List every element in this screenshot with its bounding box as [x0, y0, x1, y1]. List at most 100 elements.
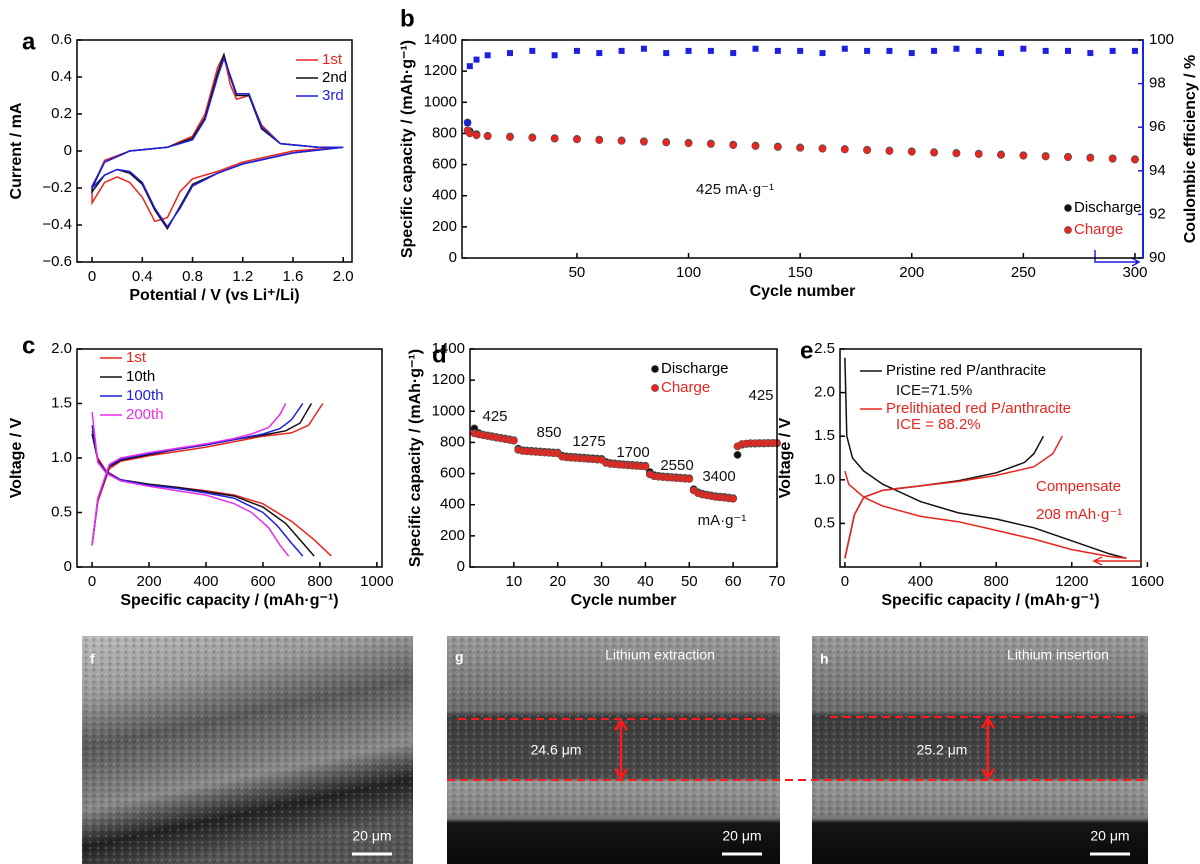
x-tick-label: 400 [908, 573, 933, 590]
x-tick-label: 70 [769, 573, 786, 590]
data-point [617, 137, 626, 145]
annotation: mA·g⁻¹ [698, 512, 747, 529]
y-tick-label: 1.5 [814, 427, 835, 444]
y-tick-label: 200 [432, 218, 457, 235]
panel-label: a [22, 28, 36, 55]
x-tick-label: 1000 [360, 573, 393, 590]
x-tick-label: 100 [676, 264, 701, 281]
legend-label: 2nd [322, 69, 347, 86]
y-tick-label: 1.0 [814, 471, 835, 488]
legend-label: Prelithiated red P/anthracite [886, 400, 1071, 417]
data-point [465, 129, 474, 138]
data-point [931, 47, 938, 54]
legend-label: Pristine red P/anthracite [886, 362, 1046, 379]
y-tick-label: 1400 [424, 31, 457, 48]
y-tick-label: 400 [440, 496, 465, 513]
x-tick-label: 20 [549, 573, 566, 590]
data-line [844, 435, 1127, 560]
annotation: 425 [482, 408, 507, 425]
x-tick-label: 800 [307, 573, 332, 590]
plot-frame [76, 39, 353, 263]
data-point [864, 47, 871, 54]
legend-label: Discharge [1074, 199, 1142, 216]
data-point [797, 47, 804, 54]
panel-label: d [432, 341, 447, 368]
y-tick-label: 0 [64, 142, 72, 159]
data-point [685, 47, 692, 54]
scale-bar-label: 20 μm [722, 828, 761, 844]
x-tick-label: 50 [569, 264, 586, 281]
data-point [730, 50, 737, 57]
y2-tick-label: 96 [1149, 118, 1166, 135]
data-line [91, 52, 344, 223]
data-point [529, 47, 536, 54]
x-tick-label: 200 [899, 264, 924, 281]
data-line [91, 56, 344, 229]
data-point [707, 47, 714, 54]
data-point [930, 148, 938, 157]
data-line [91, 403, 290, 557]
data-point [1108, 154, 1117, 163]
data-point [641, 462, 650, 471]
thickness-label: 24.6 μm [531, 742, 582, 758]
axis-arrow [1094, 250, 1141, 267]
data-point [1109, 47, 1116, 54]
data-point [1131, 155, 1139, 164]
data-point [774, 47, 781, 54]
annotation: 3400 [702, 468, 735, 485]
y-tick-label: 0.2 [51, 105, 72, 122]
data-point [1019, 151, 1028, 160]
legend-label: 100th [126, 387, 164, 404]
sem-texture [447, 636, 780, 816]
x-tick-label: 200 [137, 573, 162, 590]
compensate-arrow [1092, 556, 1140, 566]
y-tick-label: 400 [432, 187, 457, 204]
y2-tick-label: 98 [1149, 75, 1166, 92]
data-point [685, 475, 694, 483]
scale-bar-label: 20 μm [352, 828, 391, 844]
data-point [483, 132, 492, 141]
data-point [863, 146, 872, 155]
x-tick-label: 0 [88, 268, 96, 285]
x-axis-label: Specific capacity / (mAh·g⁻¹) [120, 592, 338, 609]
data-line [91, 403, 304, 557]
plot-frame [839, 348, 1142, 568]
annotation: 208 mAh·g⁻¹ [1036, 506, 1122, 523]
x-axis-label: Cycle number [750, 283, 856, 300]
data-point [998, 50, 1005, 57]
y-tick-label: 0 [64, 558, 72, 575]
y-axis-label: Specific capacity / (mAh·g⁻¹) [399, 40, 416, 258]
legend-label: Charge [1074, 221, 1123, 238]
y-tick-label: 1200 [432, 371, 465, 388]
data-point [1064, 153, 1072, 162]
panel-label: g [455, 649, 464, 665]
data-point [819, 50, 826, 57]
data-point [953, 45, 960, 52]
annotation: 850 [536, 424, 561, 441]
panel-label: h [820, 651, 829, 667]
panel-label: b [400, 5, 415, 32]
x-tick-label: 0 [841, 573, 849, 590]
legend-label: 3rd [322, 87, 344, 104]
y-tick-label: 800 [440, 433, 465, 450]
data-point [506, 133, 514, 141]
legend-label: Discharge [661, 360, 729, 377]
x-tick-label: 600 [250, 573, 275, 590]
y2-tick-label: 90 [1149, 249, 1166, 266]
data-point [595, 136, 604, 145]
y-tick-label: −0.4 [42, 216, 72, 233]
y-tick-label: 600 [440, 465, 465, 482]
panel-label: f [90, 651, 95, 667]
data-line [91, 52, 344, 231]
y-axis-label: Current / mA [8, 102, 25, 199]
data-point [1042, 47, 1049, 54]
y-axis-label: Specific capacity / (mAh·g⁻¹) [407, 349, 424, 567]
data-point [473, 56, 480, 63]
x-tick-label: 40 [637, 573, 654, 590]
x-tick-label: 1600 [1131, 573, 1164, 590]
data-point [818, 144, 827, 153]
data-point [733, 450, 742, 459]
sem-texture [82, 636, 413, 864]
annotation: 1275 [572, 433, 605, 450]
